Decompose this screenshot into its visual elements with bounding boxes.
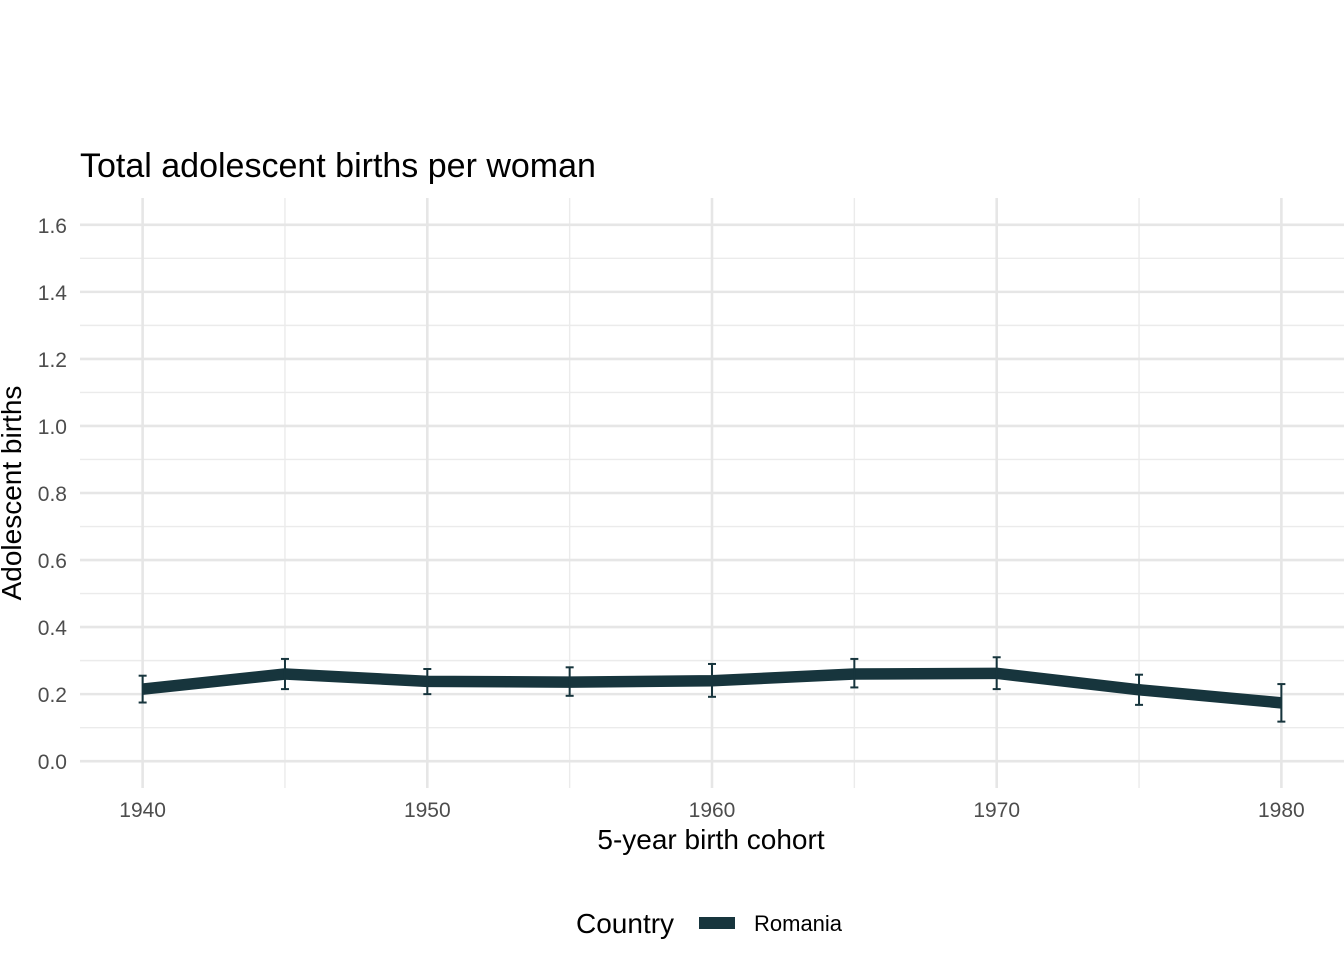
error-bar (992, 656, 1001, 691)
x-tick-label: 1970 (973, 799, 1020, 822)
y-tick-label: 0.6 (38, 550, 67, 573)
x-tick-label: 1980 (1258, 799, 1305, 822)
legend-key-romania (699, 917, 735, 929)
major-gridlines (80, 198, 1344, 788)
legend-title: Country (576, 908, 674, 939)
error-bar (423, 667, 432, 696)
y-tick-label: 1.4 (38, 282, 68, 305)
y-tick-label: 1.2 (38, 349, 67, 372)
y-axis-title: Adolescent births (0, 386, 27, 601)
error-bar (138, 674, 147, 704)
y-axis-tick-labels: 0.0 0.2 0.4 0.6 0.8 1.0 1.2 1.4 1.6 (38, 215, 68, 774)
y-tick-label: 1.6 (38, 215, 67, 238)
error-bar (280, 657, 289, 691)
error-bar (1277, 683, 1286, 723)
error-bar (850, 657, 859, 689)
legend: Country Romania (576, 908, 843, 939)
error-bar (1135, 673, 1144, 706)
y-tick-label: 0.2 (38, 684, 67, 707)
x-axis-tick-labels: 1940 1950 1960 1970 1980 (119, 799, 1304, 822)
x-tick-label: 1960 (689, 799, 736, 822)
y-tick-label: 0.4 (38, 617, 68, 640)
y-tick-label: 1.0 (38, 416, 67, 439)
error-bar (708, 662, 716, 698)
x-tick-label: 1950 (404, 799, 451, 822)
error-bar (565, 666, 574, 697)
y-tick-label: 0.8 (38, 483, 67, 506)
x-axis-title: 5-year birth cohort (597, 824, 824, 855)
y-tick-label: 0.0 (38, 751, 67, 774)
x-tick-label: 1940 (119, 799, 166, 822)
chart-title: Total adolescent births per woman (80, 147, 596, 185)
legend-label-romania: Romania (754, 911, 843, 936)
series-marks (138, 656, 1286, 723)
